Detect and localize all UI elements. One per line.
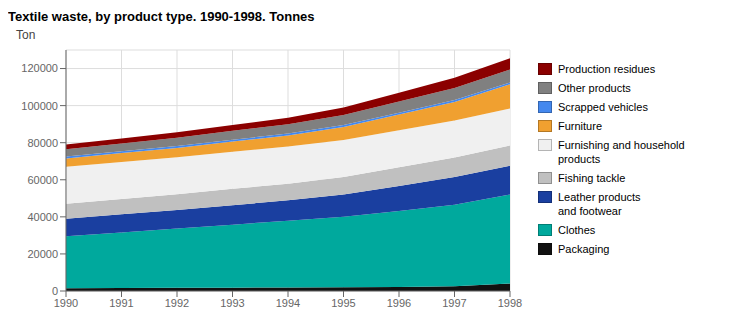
svg-text:0: 0: [52, 285, 58, 297]
svg-text:1996: 1996: [387, 297, 411, 309]
html-text:Ton: Ton: [16, 28, 36, 42]
html-text:Packaging: Packaging: [558, 243, 610, 255]
svg-text:120000: 120000: [21, 62, 58, 74]
html-text:Leather products and footwear: Leather products and footwear: [558, 191, 641, 217]
svg-text:1993: 1993: [220, 297, 244, 309]
html-text:Scrapped vehicles: Scrapped vehicles: [558, 101, 648, 113]
svg-text:40000: 40000: [27, 211, 58, 223]
svg-text:1992: 1992: [165, 297, 189, 309]
svg-text:60000: 60000: [27, 174, 58, 186]
html-text:Furnishing and household produ: Furnishing and household products: [558, 139, 685, 165]
svg-text:1998: 1998: [498, 297, 522, 309]
svg-text:80000: 80000: [27, 137, 58, 149]
svg-text:1994: 1994: [276, 297, 300, 309]
html-text:Other products: Other products: [558, 82, 631, 94]
svg-text:20000: 20000: [27, 248, 58, 260]
html-text:Clothes: Clothes: [558, 224, 596, 236]
html-text:Production residues: Production residues: [558, 63, 656, 75]
html-text:Fishing tackle: Fishing tackle: [558, 172, 626, 184]
svg-text:1997: 1997: [442, 297, 466, 309]
html-text:Textile waste, by product type: Textile waste, by product type. 1990-199…: [8, 9, 315, 24]
svg-text:100000: 100000: [21, 100, 58, 112]
svg-text:1995: 1995: [331, 297, 355, 309]
svg-text:1990: 1990: [54, 297, 78, 309]
html-text:Furniture: Furniture: [558, 120, 602, 132]
svg-text:1991: 1991: [109, 297, 133, 309]
